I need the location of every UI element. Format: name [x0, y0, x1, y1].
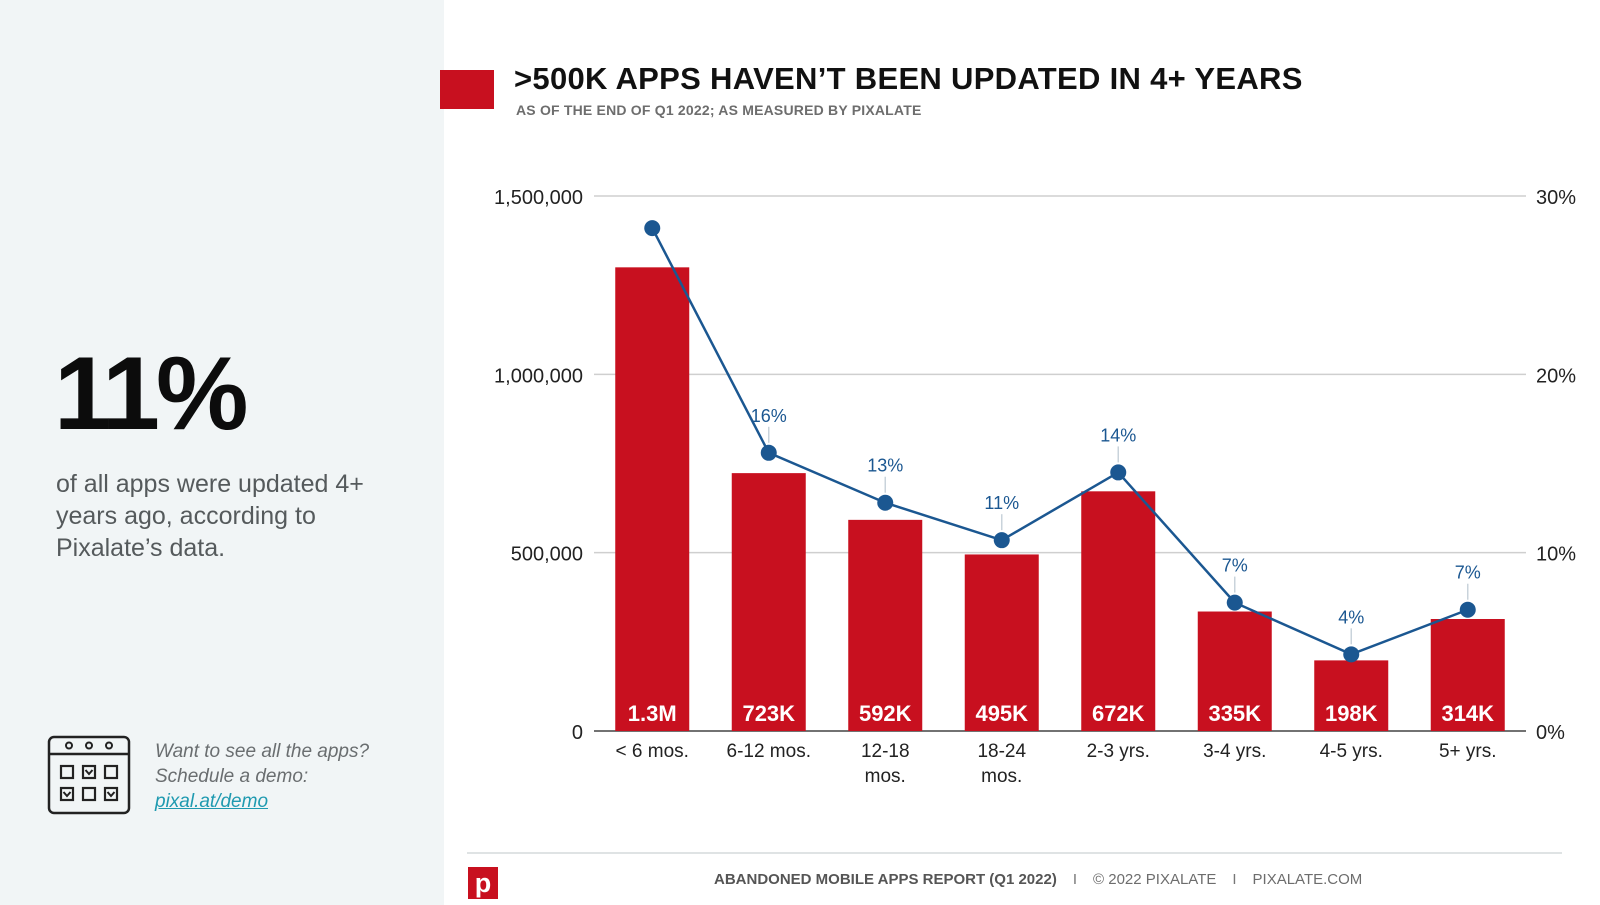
footer-separator: I	[1232, 871, 1237, 888]
line-point	[877, 494, 894, 511]
line-series	[651, 227, 1469, 656]
bar	[615, 267, 690, 731]
x-tick-label: 4-5 yrs.	[1320, 741, 1383, 762]
y-left-tick-label: 500,000	[511, 544, 583, 566]
x-tick-label: 6-12 mos.	[727, 741, 811, 762]
calendar-icon	[47, 735, 131, 815]
x-tick-label: 3-4 yrs.	[1203, 741, 1266, 762]
bar	[731, 473, 806, 731]
line-point	[1459, 601, 1476, 618]
line-data-label: 11%	[984, 493, 1019, 513]
y-right-tick-label: 10%	[1536, 544, 1576, 566]
line-data-label: 7%	[1455, 563, 1481, 583]
line-point	[1226, 594, 1243, 611]
line-point	[644, 220, 661, 237]
chart-subtitle: AS OF THE END OF Q1 2022; AS MEASURED BY…	[516, 102, 922, 118]
bar-value-label: 314K	[1441, 701, 1494, 726]
bar-value-label: 592K	[859, 701, 912, 726]
x-tick-label: mos.	[865, 766, 906, 787]
footer-site-link[interactable]: PIXALATE.COM	[1252, 871, 1363, 888]
bar-value-label: 335K	[1208, 701, 1261, 726]
y-right-tick-label: 20%	[1536, 365, 1576, 387]
x-tick-label: < 6 mos.	[616, 741, 689, 762]
bar-value-label: 198K	[1325, 701, 1378, 726]
bar-value-label: 723K	[742, 701, 795, 726]
x-tick-label: 18-24	[977, 741, 1026, 762]
x-tick-label: 12-18	[861, 741, 910, 762]
line-data-label: 7%	[1222, 556, 1248, 576]
footer: ABANDONED MOBILE APPS REPORT (Q1 2022) I ©…	[714, 871, 1362, 888]
line-point	[760, 444, 777, 461]
line-point	[1110, 464, 1127, 481]
x-tick-label: 5+ yrs.	[1439, 741, 1497, 762]
bar	[1081, 491, 1156, 731]
sidebar-panel: 11% of all apps were updated 4+ years ag…	[0, 0, 444, 905]
svg-text:p: p	[475, 868, 492, 898]
y-right-tick-label: 0%	[1536, 722, 1565, 744]
bar	[1314, 660, 1389, 731]
x-tick-label: 2-3 yrs.	[1087, 741, 1150, 762]
line-point	[1343, 646, 1360, 663]
y-right-tick-label: 30%	[1536, 187, 1576, 209]
y-left-tick-label: 1,500,000	[494, 187, 583, 209]
headline-stat: 11%	[54, 336, 248, 452]
line-data-label: 13%	[867, 456, 903, 476]
chart-title: >500K APPS HAVEN’T BEEN UPDATED IN 4+ YE…	[514, 61, 1303, 96]
footer-divider	[467, 852, 1562, 854]
bar-value-label: 1.3M	[628, 701, 677, 726]
bar	[964, 554, 1039, 731]
y-left-tick-label: 1,000,000	[494, 365, 583, 387]
stat-description: of all apps were updated 4+ years ago, a…	[56, 470, 364, 562]
line-data-label: 14%	[1100, 425, 1136, 445]
line-data-label: 4%	[1338, 607, 1364, 627]
footer-report-title: ABANDONED MOBILE APPS REPORT (Q1 2022)	[714, 871, 1057, 888]
bar	[848, 519, 923, 731]
pixalate-logo-icon: p	[468, 867, 498, 899]
bar-value-label: 495K	[975, 701, 1028, 726]
demo-text: Want to see all the apps? Schedule a dem…	[155, 741, 370, 787]
title-accent-block	[440, 70, 494, 109]
footer-copyright: © 2022 PIXALATE	[1093, 871, 1217, 888]
bar-value-label: 672K	[1092, 701, 1145, 726]
y-left-tick-label: 0	[572, 722, 583, 744]
line-point	[993, 532, 1010, 549]
demo-link[interactable]: pixal.at/demo	[155, 791, 269, 812]
bar	[1197, 611, 1272, 731]
footer-separator: I	[1072, 871, 1078, 888]
x-tick-label: mos.	[981, 766, 1022, 787]
bar	[1430, 619, 1505, 731]
line-data-label: 16%	[751, 406, 787, 426]
demo-callout: Want to see all the apps? Schedule a dem…	[155, 739, 375, 814]
